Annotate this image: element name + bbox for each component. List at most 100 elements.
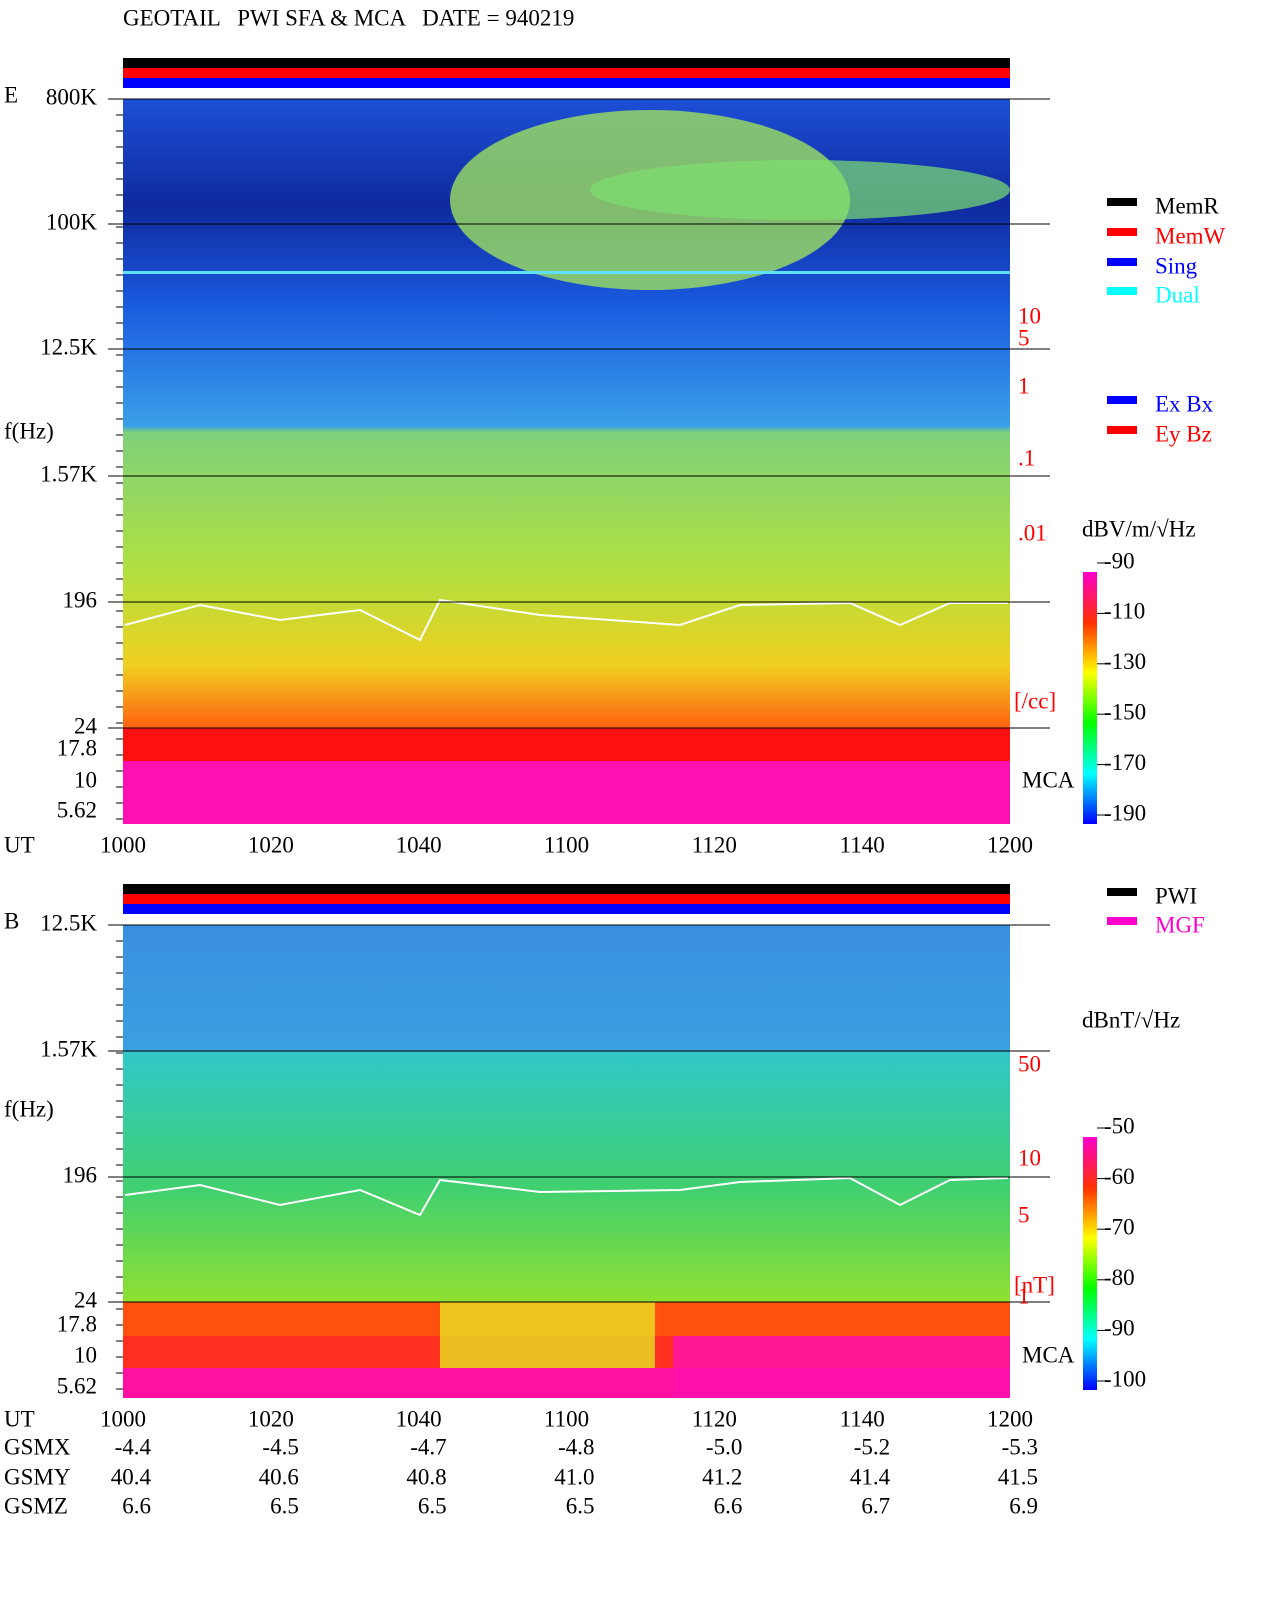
orbit-value: -5.0 — [706, 1434, 742, 1459]
y-tick-label: 17.8 — [57, 1311, 97, 1336]
x-tick-label: 1200 — [987, 832, 1033, 857]
density-tick: 50 — [1018, 1051, 1041, 1076]
legend-label: MemR — [1155, 193, 1220, 218]
orbit-value: 41.2 — [702, 1464, 742, 1489]
orbit-value: 40.4 — [111, 1464, 152, 1489]
orbit-value: 41.4 — [850, 1464, 891, 1489]
density-tick: 5 — [1018, 325, 1030, 350]
y-tick-label: 1.57K — [40, 1036, 97, 1061]
x-tick-label: 1000 — [100, 1406, 146, 1431]
orbit-value: 6.5 — [418, 1493, 447, 1518]
colorbar-label: -100 — [1104, 1366, 1146, 1391]
density-unit: [nT] — [1014, 1272, 1055, 1297]
y-tick-label: 12.5K — [40, 910, 97, 935]
orbit-value: 41.0 — [554, 1464, 594, 1489]
legend-label: Sing — [1155, 253, 1198, 278]
legend-label: MemW — [1155, 223, 1226, 248]
x-tick-label: 1120 — [692, 832, 737, 857]
y-tick-label: 10 — [74, 1342, 97, 1367]
orbit-label: GSMX — [4, 1434, 71, 1459]
density-tick: .1 — [1018, 445, 1035, 470]
density-tick: 1 — [1018, 1283, 1030, 1308]
legend-swatch — [1107, 917, 1137, 925]
x-tick-label: 1020 — [248, 832, 294, 857]
orbit-value: -4.4 — [115, 1434, 152, 1459]
density-tick: .01 — [1018, 520, 1047, 545]
axis-label: f(Hz) — [4, 418, 54, 443]
legend-label: Ex Bx — [1155, 391, 1214, 416]
orbit-value: 6.5 — [566, 1493, 595, 1518]
x-tick-label: 1100 — [544, 832, 589, 857]
colorbar — [1083, 572, 1097, 824]
x-tick-label: 1000 — [100, 832, 146, 857]
y-tick-label: 10 — [74, 767, 97, 792]
colorbar-label: -150 — [1104, 699, 1146, 724]
component-label: B — [4, 908, 19, 933]
y-tick-label: 24 — [74, 1287, 98, 1312]
orbit-value: -4.8 — [558, 1434, 594, 1459]
time-label: UT — [4, 1406, 35, 1431]
mca-label: MCA — [1022, 1342, 1075, 1367]
legend-swatch — [1107, 287, 1137, 295]
spectrogram-e — [123, 99, 1010, 824]
density-unit: [/cc] — [1014, 688, 1056, 713]
y-tick-label: 1.57K — [40, 461, 97, 486]
density-tick: 10 — [1018, 1145, 1041, 1170]
orbit-value: 6.6 — [714, 1493, 743, 1518]
legend-label: PWI — [1155, 883, 1197, 908]
colorbar-label: -130 — [1104, 649, 1146, 674]
orbit-value: 40.8 — [406, 1464, 446, 1489]
legend-swatch — [1107, 426, 1137, 434]
y-tick-label: 196 — [63, 1162, 98, 1187]
density-tick: 10 — [1018, 303, 1041, 328]
x-tick-label: 1040 — [396, 1406, 442, 1431]
orbit-value: -4.7 — [410, 1434, 446, 1459]
y-tick-label: 5.62 — [57, 1373, 97, 1398]
spectrogram-b — [123, 925, 1010, 1398]
x-tick-label: 1200 — [987, 1406, 1033, 1431]
y-tick-label: 12.5K — [40, 334, 97, 359]
legend-label: Ey Bz — [1155, 421, 1212, 446]
axis-label: f(Hz) — [4, 1096, 54, 1121]
colorbar-label: -190 — [1104, 800, 1146, 825]
density-tick: 1 — [1018, 373, 1030, 398]
colorbar-unit: dBV/m/√Hz — [1082, 516, 1196, 541]
colorbar-label: -60 — [1104, 1164, 1135, 1189]
legend-label: MGF — [1155, 912, 1205, 937]
colorbar-label: -50 — [1104, 1113, 1135, 1138]
orbit-value: 6.9 — [1009, 1493, 1038, 1518]
density-tick: 5 — [1018, 1202, 1030, 1227]
colorbar — [1083, 1137, 1097, 1390]
y-tick-label: 800K — [46, 84, 98, 109]
orbit-value: -5.3 — [1002, 1434, 1038, 1459]
legend-label: Dual — [1155, 282, 1200, 307]
orbit-value: 6.7 — [861, 1493, 890, 1518]
y-tick-label: 17.8 — [57, 735, 97, 760]
orbit-value: -5.2 — [854, 1434, 890, 1459]
x-tick-label: 1120 — [692, 1406, 737, 1431]
orbit-value: 6.6 — [122, 1493, 151, 1518]
colorbar-label: -90 — [1104, 548, 1135, 573]
colorbar-label: -110 — [1104, 599, 1145, 624]
orbit-value: 40.6 — [259, 1464, 299, 1489]
status-bars — [123, 58, 1010, 914]
y-tick-label: 100K — [46, 209, 98, 234]
colorbar-label: -170 — [1104, 750, 1146, 775]
time-label: UT — [4, 832, 35, 857]
mca-label: MCA — [1022, 767, 1075, 792]
orbit-label: GSMY — [4, 1464, 71, 1489]
orbit-value: -4.5 — [262, 1434, 298, 1459]
colorbar-label: -70 — [1104, 1214, 1135, 1239]
y-tick-label: 24 — [74, 713, 98, 738]
colorbar-label: -80 — [1104, 1265, 1135, 1290]
orbit-value: 6.5 — [270, 1493, 299, 1518]
legend-swatch — [1107, 228, 1137, 236]
orbit-value: 41.5 — [998, 1464, 1038, 1489]
title: GEOTAIL PWI SFA & MCA DATE = 940219 — [123, 5, 574, 30]
colorbar-unit: dBnT/√Hz — [1082, 1007, 1180, 1032]
legend-swatch — [1107, 198, 1137, 206]
legend-swatch — [1107, 396, 1137, 404]
orbit-label: GSMZ — [4, 1493, 68, 1518]
legend-swatch — [1107, 258, 1137, 266]
